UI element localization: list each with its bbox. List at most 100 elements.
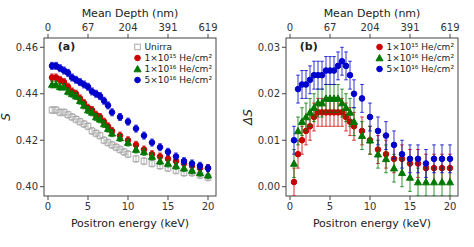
- legend-marker: [135, 55, 141, 61]
- point: [431, 179, 438, 185]
- error-bar-cap: [328, 112, 332, 113]
- error-bar-cap: [324, 112, 328, 113]
- x2-tick: [330, 34, 331, 38]
- point: [335, 95, 342, 101]
- error-bar-cap: [360, 84, 364, 85]
- error-bar: [206, 165, 210, 172]
- error-bar-cap: [332, 84, 336, 85]
- error-bar: [206, 165, 210, 172]
- error-bar-cap: [292, 154, 296, 155]
- error-bar-cap: [352, 107, 356, 108]
- point: [447, 156, 453, 162]
- error-bar-cap: [424, 196, 428, 197]
- point: [133, 126, 139, 132]
- error-bar: [126, 118, 130, 125]
- y-tick: [40, 186, 44, 187]
- error-bar-cap: [316, 89, 320, 90]
- point: [157, 144, 163, 150]
- error-bar-cap: [392, 158, 396, 159]
- point: [101, 120, 108, 126]
- error-bar-cap: [432, 196, 436, 197]
- error-bar-cap: [424, 149, 428, 150]
- error-bar: [198, 162, 202, 169]
- point: [295, 151, 301, 157]
- error-bar-cap: [432, 144, 436, 145]
- point: [291, 137, 297, 143]
- x2-tick: [370, 34, 371, 38]
- x2-tick: [208, 34, 209, 38]
- x-tick: [48, 196, 49, 200]
- error-bar: [174, 153, 178, 160]
- error-bar-cap: [348, 89, 352, 90]
- y-tick-label: 0.46: [16, 42, 38, 53]
- x2-tick: [88, 34, 89, 38]
- y-tick-label: 0.40: [16, 181, 38, 192]
- x2-tick: [450, 34, 451, 38]
- x2-tick-label: 391: [400, 22, 419, 33]
- panel-title: (a): [58, 40, 75, 53]
- error-bar: [150, 160, 154, 167]
- error-bar-cap: [296, 117, 300, 118]
- x-tick: [450, 196, 451, 200]
- error-bar-cap: [328, 56, 332, 57]
- point: [205, 165, 211, 171]
- error-bar-cap: [352, 140, 356, 141]
- legend-marker: [377, 66, 383, 72]
- error-bar-cap: [336, 79, 340, 80]
- legend-label: 1×10¹⁶ He/cm²: [145, 64, 213, 74]
- legend-marker: [135, 77, 141, 83]
- error-bar: [106, 102, 110, 109]
- x-tick-label: 20: [444, 201, 457, 212]
- point: [117, 134, 124, 140]
- point: [149, 140, 155, 146]
- error-bar-cap: [304, 98, 308, 99]
- error-bar: [98, 93, 102, 100]
- error-bar: [158, 144, 162, 151]
- error-bar-cap: [384, 172, 388, 173]
- point: [375, 128, 381, 134]
- error-bar-cap: [384, 121, 388, 122]
- x-tick: [88, 196, 89, 200]
- x2-tick-label: 204: [118, 22, 137, 33]
- error-bar: [190, 160, 194, 167]
- x-tick: [410, 196, 411, 200]
- panel-title: (b): [300, 40, 318, 53]
- error-bar: [86, 83, 90, 90]
- error-bar-cap: [392, 182, 396, 183]
- y-tick: [282, 93, 286, 94]
- point: [335, 63, 341, 69]
- point: [359, 132, 366, 138]
- point: [339, 100, 346, 106]
- y-tick-label: 0.42: [16, 135, 38, 146]
- point: [423, 161, 429, 167]
- error-bar-cap: [332, 126, 336, 127]
- point: [375, 151, 382, 157]
- error-bar-cap: [360, 121, 364, 122]
- error-bar-cap: [300, 135, 304, 136]
- point: [117, 114, 123, 120]
- x2-tick-label: 67: [324, 22, 337, 33]
- error-bar-cap: [328, 84, 332, 85]
- error-bar-cap: [416, 144, 420, 145]
- error-bar-cap: [400, 186, 404, 187]
- error-bar: [134, 125, 138, 132]
- x2-tick: [128, 34, 129, 38]
- error-bar-cap: [344, 93, 348, 94]
- point: [439, 179, 446, 185]
- legend-marker: [377, 44, 383, 50]
- point: [141, 158, 147, 164]
- point: [97, 93, 103, 99]
- point: [299, 137, 305, 143]
- point: [157, 158, 164, 164]
- legend-label: 5×10¹⁶ He/cm²: [145, 75, 213, 85]
- error-bar-cap: [316, 61, 320, 62]
- x2-tick-label: 204: [360, 22, 379, 33]
- error-bar-cap: [304, 144, 308, 145]
- point: [303, 82, 309, 88]
- error-bar-cap: [312, 61, 316, 62]
- point: [347, 72, 353, 78]
- error-bar-cap: [368, 103, 372, 104]
- y-tick-label: 0.01: [258, 135, 280, 146]
- point: [319, 72, 325, 78]
- y-tick: [282, 186, 286, 187]
